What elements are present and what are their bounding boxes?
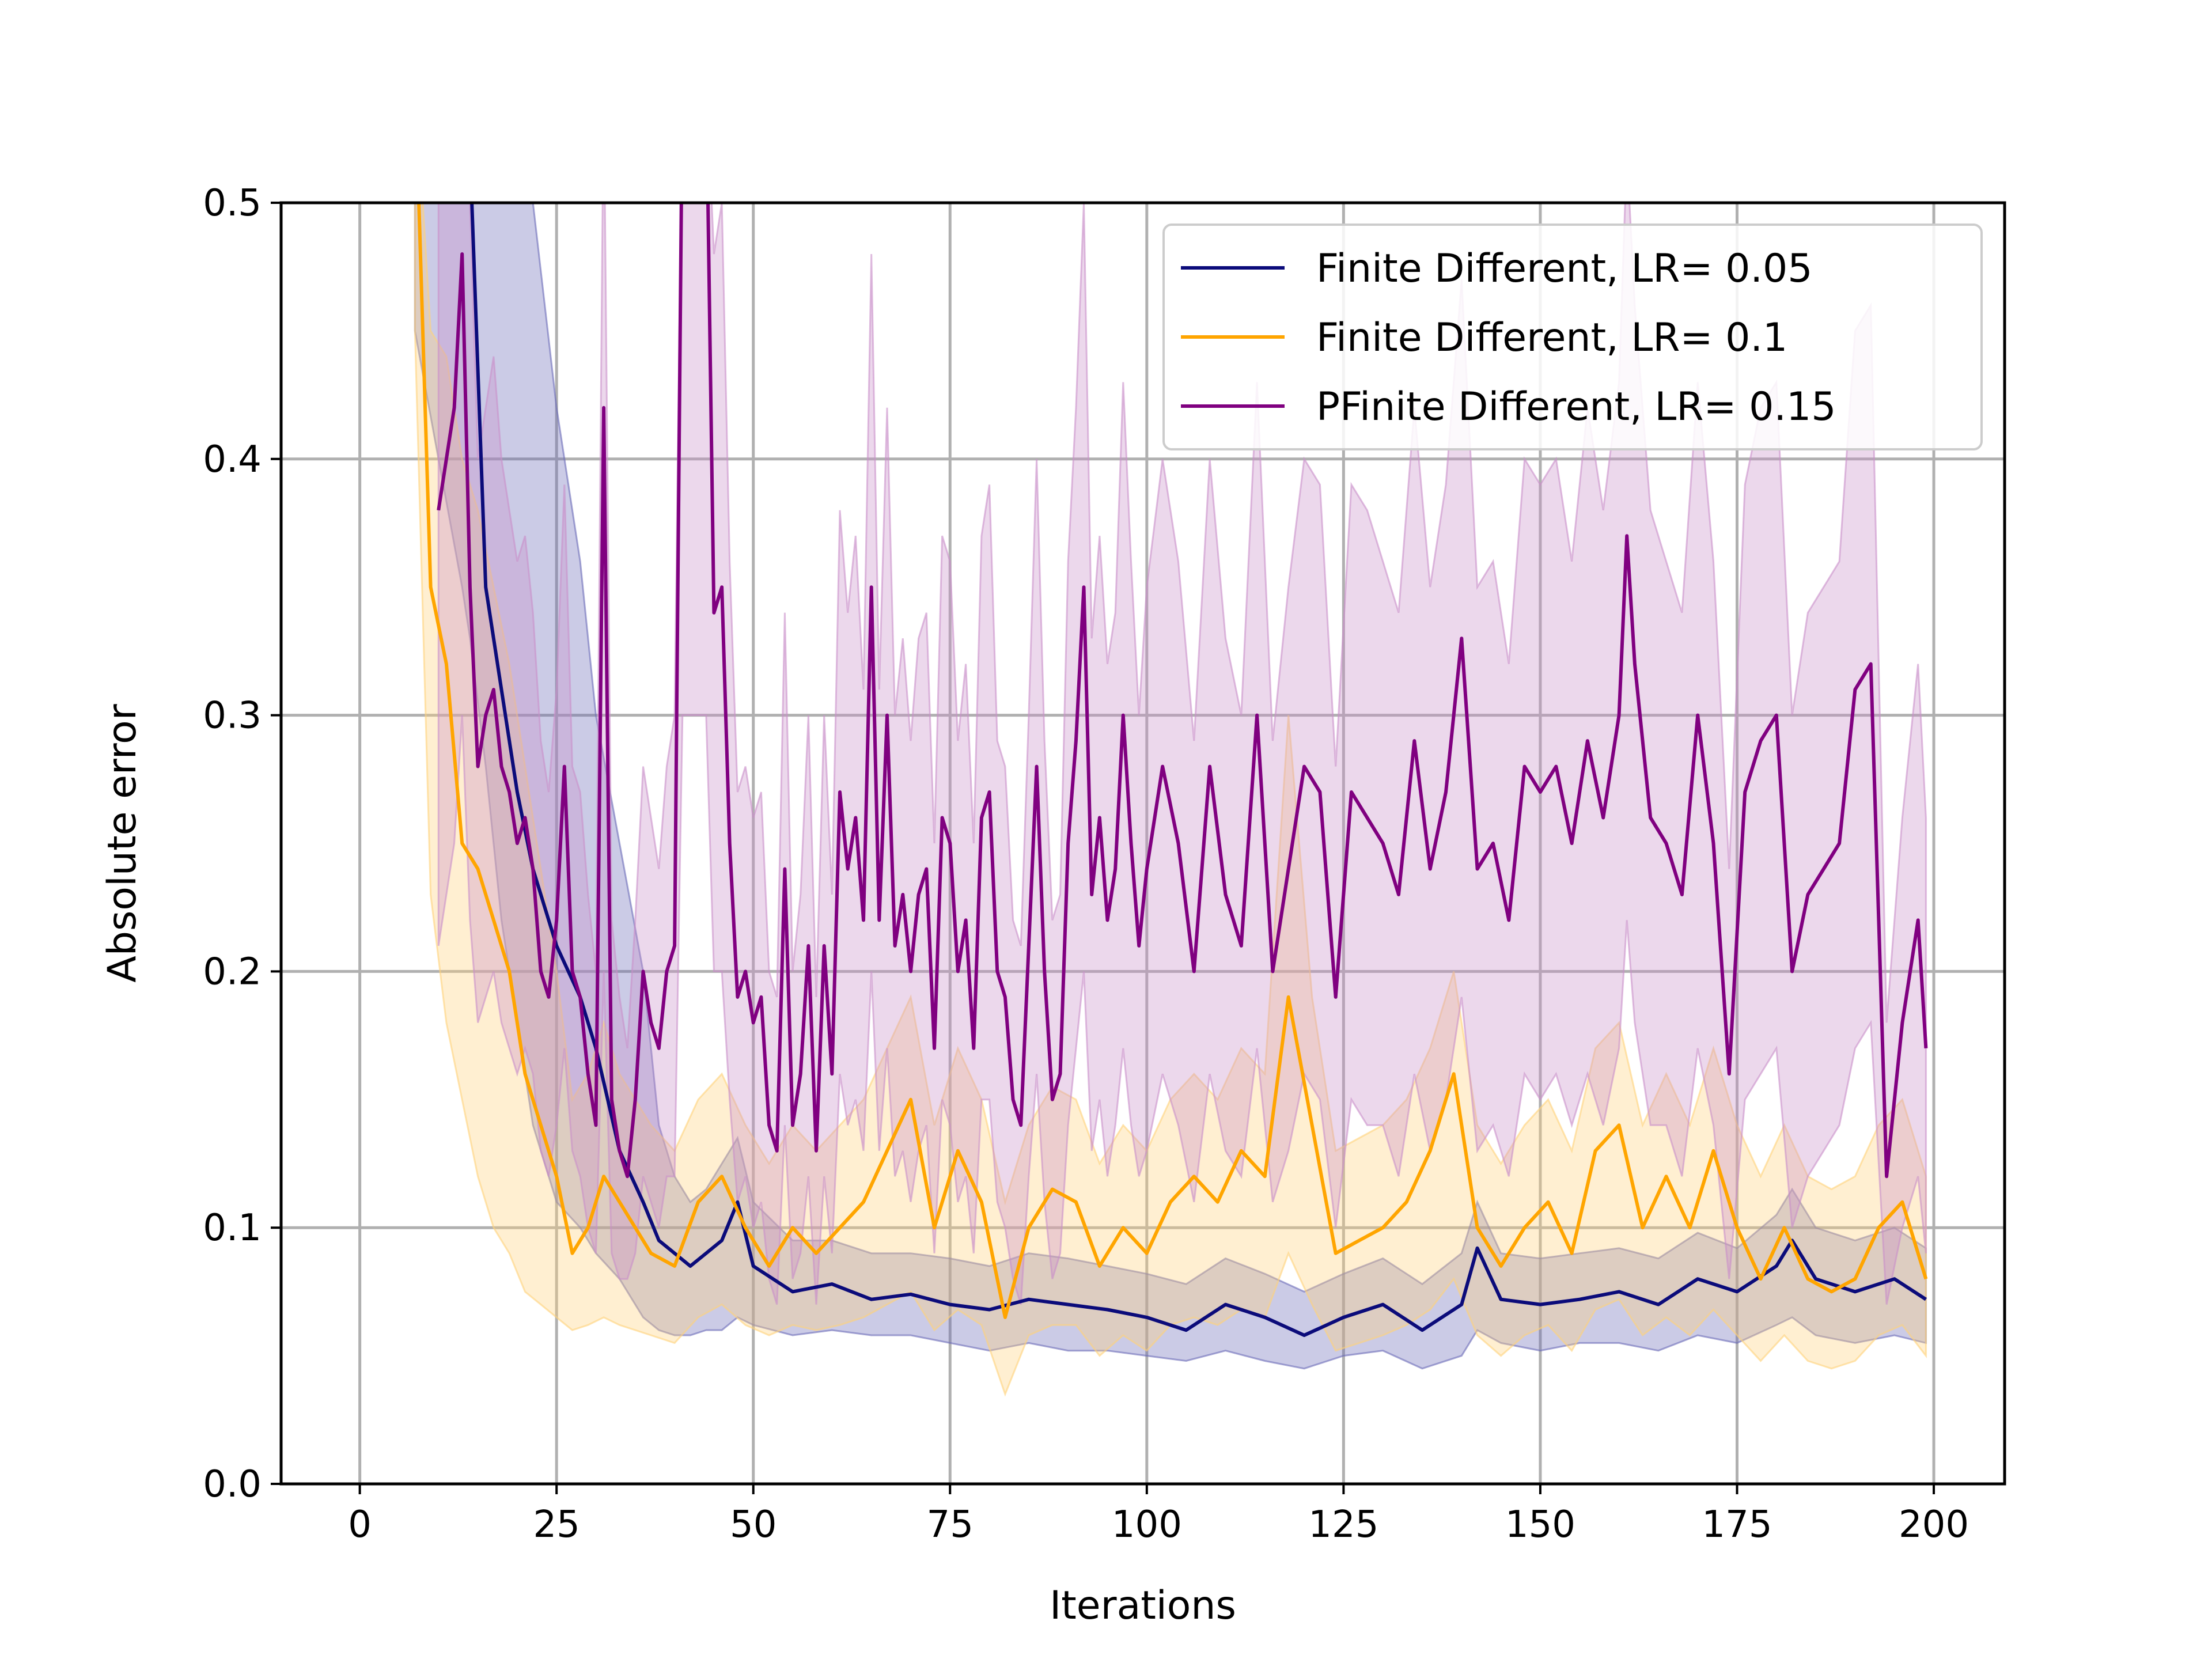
x-axis-label: Iterations: [1050, 1583, 1236, 1628]
x-tick-label: 150: [1505, 1503, 1575, 1546]
x-tick-label: 200: [1899, 1503, 1969, 1546]
x-tick-label: 125: [1308, 1503, 1378, 1546]
y-axis-ticks: 0.0 0.1 0.2 0.3 0.4 0.5: [203, 182, 281, 1506]
y-axis-label: Absolute error: [100, 704, 145, 982]
y-tick-label: 0.1: [203, 1207, 262, 1249]
y-tick-label: 0.5: [203, 182, 262, 225]
band-series-2: [414, 203, 1927, 1397]
line-series-2: [417, 203, 1928, 1319]
y-tick-label: 0.2: [203, 950, 262, 993]
y-tick-label: 0.0: [203, 1463, 262, 1506]
legend-label-series-3: PFinite Different, LR= 0.15: [1316, 384, 1836, 430]
x-tick-label: 100: [1112, 1503, 1182, 1546]
x-tick-label: 0: [348, 1503, 372, 1546]
x-tick-label: 50: [730, 1503, 777, 1546]
plot-frame: [279, 201, 2006, 1486]
line-series-3: [437, 203, 1928, 1179]
y-tick-label: 0.4: [203, 438, 262, 481]
x-tick-label: 175: [1702, 1503, 1772, 1546]
legend-box: [1162, 224, 1983, 450]
legend: Finite Different, LR= 0.05 Finite Differe…: [1162, 224, 1983, 450]
y-tick-label: 0.3: [203, 695, 262, 737]
series-lines: [417, 203, 1928, 1337]
x-axis-ticks: 0 25 50 75 100 125 150 175 200: [348, 1484, 1969, 1546]
x-tick-label: 25: [533, 1503, 579, 1546]
legend-label-series-2: Finite Different, LR= 0.1: [1316, 315, 1787, 361]
x-tick-label: 75: [927, 1503, 974, 1546]
legend-label-series-1: Finite Different, LR= 0.05: [1316, 246, 1813, 291]
